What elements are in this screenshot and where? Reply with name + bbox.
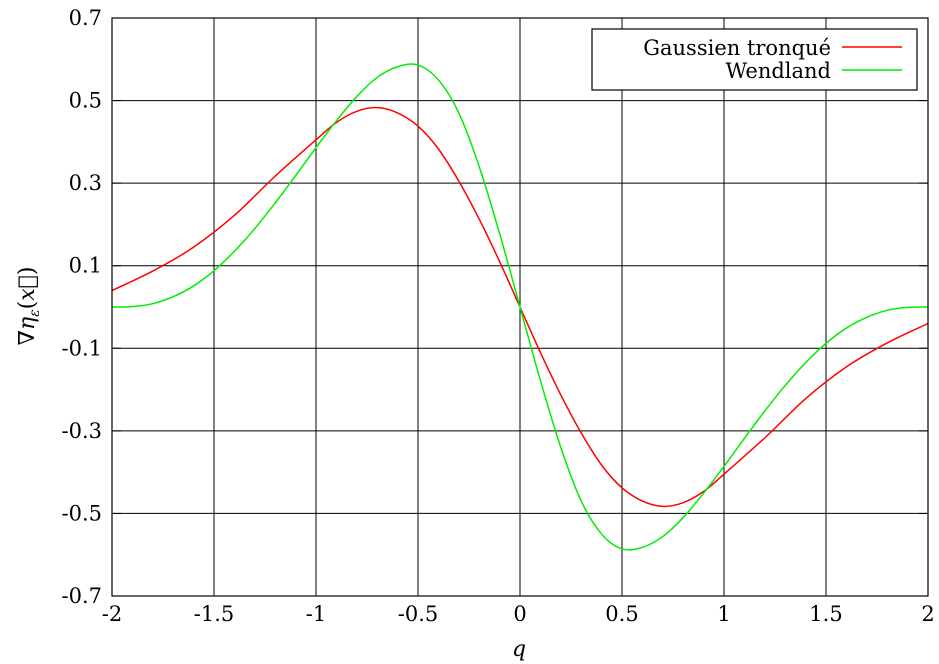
x-tick-label: 1 <box>717 602 730 626</box>
y-tick-label: -0.7 <box>62 584 103 608</box>
legend-label-wendland: Wendland <box>726 59 831 83</box>
legend-label-gaussien: Gaussien tronqué <box>643 36 831 60</box>
y-axis-title-sub: ε <box>27 309 43 317</box>
legend: Gaussien tronqué Wendland <box>591 28 918 91</box>
series-layer <box>111 63 929 551</box>
x-tick-label: -1.5 <box>194 602 235 626</box>
y-tick-labels: -0.7 -0.5 -0.3 -0.1 0.1 0.3 0.5 0.7 <box>62 6 103 608</box>
y-tick-label: 0.7 <box>69 6 102 30</box>
x-tick-label: -2 <box>102 602 122 626</box>
y-axis-title-open: ( <box>15 301 40 310</box>
x-tick-label: 2 <box>921 602 934 626</box>
y-tick-label: -0.1 <box>62 336 103 360</box>
series-line-wendland <box>111 63 929 551</box>
x-tick-label: 1.5 <box>809 602 842 626</box>
y-axis-title-var: x⃗ <box>15 275 40 301</box>
tick-marks <box>111 17 929 597</box>
x-tick-label: -1 <box>306 602 326 626</box>
y-axis-title-close: ) <box>15 267 40 276</box>
x-tick-labels: -2 -1.5 -1 -0.5 0 0.5 1 1.5 2 <box>102 602 935 626</box>
y-tick-label: -0.3 <box>62 419 103 443</box>
y-tick-label: 0.1 <box>69 254 102 278</box>
legend-box <box>591 28 918 91</box>
x-axis-title: q <box>512 637 526 662</box>
y-axis-title-nabla: ∇η <box>15 317 40 346</box>
y-tick-label: 0.3 <box>69 171 102 195</box>
grid <box>112 18 928 596</box>
y-tick-label: -0.5 <box>62 501 103 525</box>
x-tick-label: 0 <box>513 602 526 626</box>
y-axis-title: ∇ηε(x⃗) <box>15 267 43 346</box>
y-tick-label: 0.5 <box>69 89 102 113</box>
x-tick-label: -0.5 <box>398 602 439 626</box>
x-tick-label: 0.5 <box>605 602 638 626</box>
